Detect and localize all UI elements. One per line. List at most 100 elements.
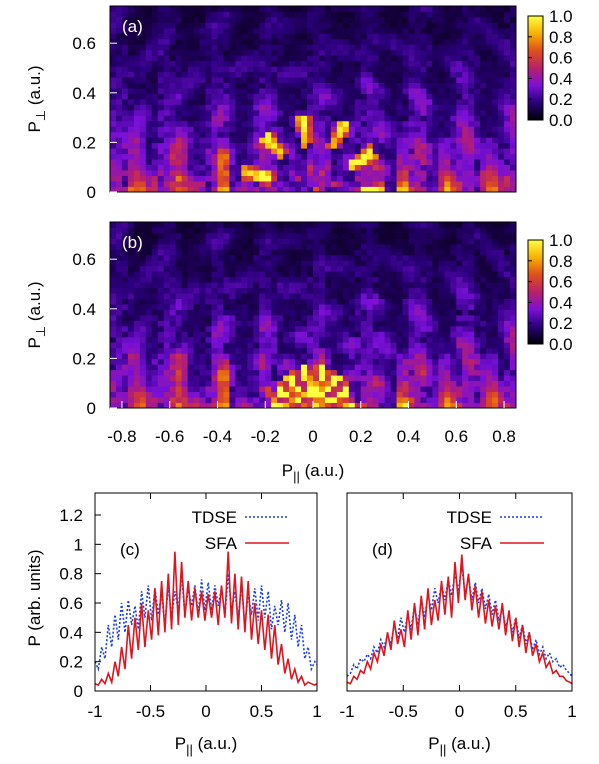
heatmap-cell xyxy=(169,137,177,144)
heatmap-cell xyxy=(151,260,159,267)
y-tick-label: 0.6 xyxy=(59,594,83,613)
heatmap-cell xyxy=(307,353,314,360)
heatmap-cell xyxy=(271,181,278,187)
heatmap-cell xyxy=(110,265,117,272)
heatmap-cell xyxy=(181,49,189,56)
heatmap-cell xyxy=(265,249,272,256)
heatmap-cell xyxy=(235,148,242,155)
heatmap-cell xyxy=(456,227,463,234)
heatmap-cell xyxy=(313,320,320,327)
heatmap-cell xyxy=(438,287,445,294)
heatmap-cell xyxy=(259,380,266,387)
heatmap-cell xyxy=(468,342,475,349)
heatmap-cell xyxy=(468,131,475,138)
heatmap-cell xyxy=(223,276,230,283)
heatmap-cell xyxy=(468,186,475,193)
heatmap-cell xyxy=(498,38,505,45)
heatmap-cell xyxy=(253,109,260,116)
heatmap-cell xyxy=(229,11,236,18)
heatmap-cell xyxy=(384,287,392,294)
heatmap-cell xyxy=(480,142,487,149)
heatmap-cell xyxy=(336,126,344,133)
heatmap-cell xyxy=(229,181,236,187)
heatmap-cell xyxy=(438,238,445,245)
heatmap-cell xyxy=(247,309,254,316)
colorbar-tick-label: 0.0 xyxy=(549,335,573,354)
heatmap-cell xyxy=(462,402,469,409)
heatmap-cell xyxy=(247,304,254,310)
heatmap-cell xyxy=(378,320,386,327)
heatmap-cell xyxy=(348,315,356,321)
heatmap-cell xyxy=(121,282,129,289)
heatmap-cell xyxy=(366,186,374,193)
heatmap-cell xyxy=(271,38,278,45)
heatmap-cell xyxy=(133,71,141,78)
x-tick-label: 0 xyxy=(455,702,464,721)
heatmap-cell xyxy=(199,243,206,250)
heatmap-cell xyxy=(259,164,266,171)
heatmap-cell xyxy=(217,115,224,122)
heatmap-cell xyxy=(396,44,403,51)
heatmap-cell xyxy=(366,232,374,239)
heatmap-cell xyxy=(181,232,189,239)
heatmap-cell xyxy=(151,315,159,321)
heatmap-cell xyxy=(110,159,117,166)
heatmap-cell xyxy=(414,386,421,392)
heatmap-cell xyxy=(384,298,392,305)
heatmap-cell xyxy=(121,276,129,283)
heatmap-cell xyxy=(211,243,218,250)
heatmap-cell xyxy=(301,93,308,100)
heatmap-cell xyxy=(402,49,409,56)
heatmap-cell xyxy=(295,222,302,228)
heatmap-cell xyxy=(474,325,481,332)
heatmap-cell xyxy=(492,336,499,343)
heatmap-cell xyxy=(498,49,505,56)
heatmap-cell xyxy=(133,243,141,250)
heatmap-cell xyxy=(480,331,487,338)
heatmap-cell xyxy=(390,375,397,382)
heatmap-cell xyxy=(211,222,218,228)
heatmap-cell xyxy=(468,82,475,89)
heatmap-cell xyxy=(348,227,356,234)
heatmap-cell xyxy=(420,44,427,51)
heatmap-cell xyxy=(492,287,499,294)
heatmap-cell xyxy=(235,142,242,149)
heatmap-cell xyxy=(145,358,153,365)
heatmap-cell xyxy=(468,276,475,283)
heatmap-cell xyxy=(318,6,326,12)
heatmap-cell xyxy=(301,55,308,62)
heatmap-cell xyxy=(480,120,487,127)
heatmap-cell xyxy=(336,164,344,171)
heatmap-cell xyxy=(432,397,439,403)
heatmap-cell xyxy=(504,137,511,144)
heatmap-cell xyxy=(366,227,374,234)
heatmap-cell xyxy=(360,27,368,34)
heatmap-cell xyxy=(110,276,117,283)
heatmap-cell xyxy=(295,99,302,105)
heatmap-cell xyxy=(199,186,206,193)
heatmap-cell xyxy=(145,131,153,138)
heatmap-cell xyxy=(157,298,165,305)
heatmap-cell xyxy=(277,137,284,144)
heatmap-cell xyxy=(247,159,254,166)
heatmap-cell xyxy=(318,249,326,256)
heatmap-cell xyxy=(504,391,511,398)
heatmap-cell xyxy=(498,238,505,245)
heatmap-cell xyxy=(498,33,505,40)
heatmap-cell xyxy=(330,222,338,228)
heatmap-cell xyxy=(115,238,123,245)
heatmap-cell xyxy=(480,315,487,321)
heatmap-cell xyxy=(211,391,218,398)
heatmap-cell xyxy=(438,260,445,267)
heatmap-cell xyxy=(211,386,218,392)
heatmap-cell xyxy=(133,44,141,51)
heatmap-cell xyxy=(444,11,451,18)
heatmap-cell xyxy=(205,353,212,360)
heatmap-cell xyxy=(181,27,189,34)
heatmap-cell xyxy=(396,386,403,392)
heatmap-cell xyxy=(468,331,475,338)
heatmap-cell xyxy=(265,276,272,283)
heatmap-cell xyxy=(241,298,248,305)
heatmap-cell xyxy=(366,260,374,267)
heatmap-cell xyxy=(474,397,481,403)
